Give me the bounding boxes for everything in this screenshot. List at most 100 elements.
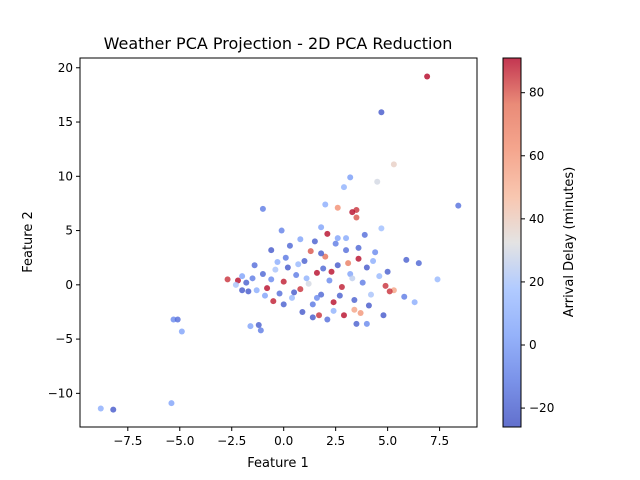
data-point (334, 235, 341, 242)
y-tick-label: 5 (65, 224, 73, 238)
data-point (382, 282, 389, 289)
data-point (243, 279, 250, 286)
x-axis-label: Feature 1 (247, 456, 309, 471)
colorbar (503, 58, 521, 427)
colorbar-frame (502, 57, 522, 428)
data-point (390, 161, 397, 168)
data-point (326, 277, 333, 284)
data-point (340, 184, 347, 191)
data-point (343, 247, 350, 254)
y-tick-label: 0 (65, 278, 73, 292)
data-point (280, 278, 287, 285)
data-point (361, 231, 368, 238)
data-point (311, 238, 318, 245)
data-point (257, 327, 264, 334)
colorbar-tick-label: 0 (529, 338, 537, 352)
x-tick-label: 7.5 (430, 434, 449, 448)
data-point (313, 269, 320, 276)
data-point (307, 248, 314, 255)
data-point (316, 312, 323, 319)
data-point (343, 235, 350, 242)
data-point (305, 280, 312, 287)
data-point (303, 275, 310, 282)
data-point (168, 400, 175, 407)
data-point (289, 294, 296, 301)
data-point (259, 270, 266, 277)
data-point (178, 328, 185, 335)
data-point (363, 264, 370, 271)
data-point (384, 268, 391, 275)
data-point (313, 294, 320, 301)
data-point (297, 286, 304, 293)
data-point (322, 201, 329, 208)
data-point (247, 323, 254, 330)
data-point (336, 292, 343, 299)
colorbar-tick-label: 60 (529, 149, 544, 163)
x-tick-label: 5.0 (378, 434, 397, 448)
data-point (224, 276, 231, 283)
data-point (278, 227, 285, 234)
data-point (268, 276, 275, 283)
data-point (291, 289, 298, 296)
colorbar-label: Arrival Delay (minutes) (562, 167, 577, 318)
data-point (380, 312, 387, 319)
data-point (324, 316, 331, 323)
data-point (349, 275, 356, 282)
y-axis-ticks: −10 −5 0 5 10 15 20 (48, 61, 80, 400)
colorbar-ticks: −20 0 20 40 60 80 (521, 86, 554, 415)
x-axis-ticks: −7.5 −5.0 −2.5 0.0 2.5 5.0 7.5 (113, 427, 449, 448)
data-point (174, 316, 181, 323)
data-point (261, 292, 268, 299)
data-point (318, 224, 325, 231)
data-point (370, 257, 377, 264)
data-point (274, 259, 281, 266)
data-point (355, 244, 362, 251)
data-point (97, 405, 104, 412)
data-point (351, 297, 358, 304)
data-point (309, 301, 316, 308)
data-point (318, 291, 325, 298)
data-point (338, 283, 345, 290)
plot-frame (79, 57, 478, 428)
data-point (282, 254, 289, 261)
data-point (330, 299, 337, 306)
colorbar-tick-label: 20 (529, 275, 544, 289)
data-point (295, 261, 302, 268)
data-point (270, 298, 277, 305)
data-point (297, 236, 304, 243)
data-point (110, 406, 117, 413)
data-point (455, 202, 462, 209)
data-point (330, 307, 337, 314)
data-point (351, 306, 358, 313)
data-point (320, 265, 327, 272)
data-point (293, 272, 300, 279)
data-point (251, 262, 258, 269)
data-point (255, 321, 262, 328)
data-point (372, 249, 379, 256)
data-point (365, 302, 372, 309)
data-point (353, 320, 360, 327)
data-point (345, 260, 352, 267)
data-point (367, 291, 374, 298)
data-point (299, 308, 306, 315)
data-point (411, 299, 418, 306)
data-point (424, 73, 431, 80)
data-point (232, 281, 239, 288)
data-point (347, 174, 354, 181)
data-point (401, 293, 408, 300)
data-point (374, 178, 381, 185)
data-point (376, 273, 383, 280)
data-point (322, 253, 329, 260)
data-point (318, 250, 325, 257)
colorbar-tick-label: −20 (529, 401, 554, 415)
data-point (355, 255, 362, 262)
x-tick-label: −5.0 (165, 434, 194, 448)
data-point (253, 287, 260, 294)
data-point (286, 242, 293, 249)
data-point (280, 301, 287, 308)
data-point (309, 314, 316, 321)
x-tick-label: 2.5 (326, 434, 345, 448)
chart-title: Weather PCA Projection - 2D PCA Reductio… (104, 34, 453, 53)
data-point (239, 287, 246, 294)
